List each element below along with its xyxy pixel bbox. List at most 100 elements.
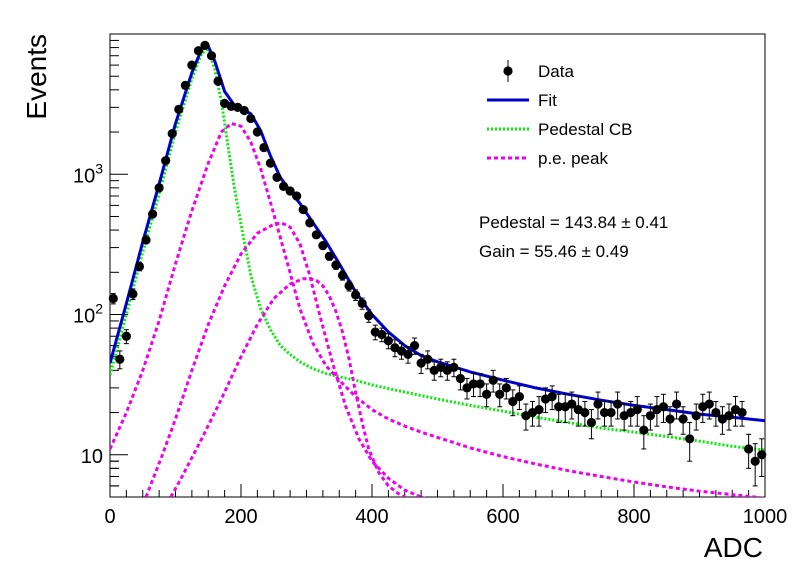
- data-point: [691, 411, 701, 421]
- legend-label: Fit: [538, 91, 557, 110]
- data-point: [744, 444, 754, 454]
- legend-label: p.e. peak: [538, 149, 608, 168]
- data-point: [449, 362, 459, 372]
- data-point: [508, 396, 518, 407]
- data-point: [606, 407, 616, 418]
- data-point: [613, 399, 623, 409]
- data-point: [246, 113, 256, 124]
- legend-label: Data: [538, 62, 574, 81]
- data-point: [318, 241, 328, 251]
- x-tick-label: 400: [355, 506, 388, 528]
- data-point: [298, 204, 308, 215]
- data-point: [468, 379, 479, 389]
- series-p-e-peak-curve: [110, 121, 765, 497]
- data-point: [121, 331, 131, 341]
- data-point: [200, 40, 210, 50]
- data-point: [567, 399, 577, 409]
- data-point: [324, 251, 335, 261]
- data-point: [658, 402, 669, 412]
- data-point: [265, 158, 276, 168]
- data-point: [311, 230, 321, 240]
- data-point: [278, 181, 289, 191]
- data-point: [403, 349, 413, 359]
- data-point: [206, 51, 217, 61]
- data-point: [455, 373, 466, 384]
- series-pedestal-cb-curve: [110, 45, 765, 452]
- data-point: [154, 183, 164, 193]
- data-point: [377, 329, 387, 340]
- data-point: [737, 407, 747, 418]
- data-point: [213, 76, 223, 86]
- data-point: [514, 391, 524, 402]
- data-point: [711, 407, 721, 418]
- data-point: [115, 354, 125, 364]
- data-point: [187, 60, 197, 70]
- data-point: [174, 104, 184, 115]
- annotations: Pedestal = 143.84 ± 0.41 Gain = 55.46 ± 0…: [479, 213, 668, 261]
- data-point: [252, 127, 262, 137]
- data-point: [671, 399, 682, 409]
- data-point: [645, 411, 655, 421]
- data-point: [580, 407, 590, 418]
- data-point: [134, 261, 145, 272]
- data-point: [108, 293, 118, 304]
- y-tick-label: 10: [81, 446, 103, 468]
- data-point: [501, 383, 511, 393]
- x-tick-label: 0: [104, 506, 115, 528]
- data-point: [147, 209, 158, 219]
- data-point: [750, 456, 760, 466]
- data-point: [593, 399, 603, 409]
- data-point: [586, 417, 597, 428]
- data-point: [305, 218, 315, 228]
- data-point: [141, 235, 151, 245]
- data-point: [665, 414, 675, 424]
- data-point: [383, 336, 393, 346]
- legend: Data Fit Pedestal CB p.e. peak: [487, 60, 633, 168]
- data-point: [180, 80, 190, 91]
- data-point: [128, 289, 138, 299]
- data-point: [534, 404, 544, 415]
- data-point: [337, 270, 348, 281]
- x-tick-label: 200: [224, 506, 257, 528]
- data-point: [357, 298, 367, 309]
- series-p-e-peak-curve: [169, 277, 406, 497]
- data-point: [554, 402, 564, 412]
- data-point: [704, 399, 714, 409]
- data-point: [161, 156, 171, 166]
- data-point: [488, 375, 498, 385]
- data-point: [482, 389, 492, 399]
- data-point: [285, 186, 295, 196]
- data-point: [495, 389, 505, 399]
- data-point: [409, 341, 420, 351]
- x-axis-title: ADC: [704, 532, 763, 563]
- data-point: [599, 407, 610, 418]
- data-point: [272, 172, 282, 182]
- data-point: [757, 450, 767, 460]
- data-point: [685, 434, 695, 444]
- data-point: [193, 46, 204, 56]
- data-point: [259, 142, 269, 153]
- data-point: [292, 191, 302, 201]
- y-axis-title: Events: [21, 34, 52, 120]
- legend-marker-data: [503, 66, 513, 76]
- data-point: [678, 414, 688, 424]
- data-point: [331, 260, 341, 270]
- x-tick-label: 600: [486, 506, 519, 528]
- data-point: [547, 391, 557, 402]
- fit-result-annotation: Gain = 55.46 ± 0.49: [479, 242, 629, 261]
- data-point: [344, 281, 354, 291]
- data-point: [475, 379, 485, 389]
- x-tick-label: 800: [617, 506, 650, 528]
- series: [108, 40, 767, 497]
- data-point: [632, 404, 642, 415]
- legend-label: Pedestal CB: [538, 120, 633, 139]
- data-point: [423, 354, 433, 364]
- x-tick-label: 1000: [743, 506, 788, 528]
- data-point: [364, 311, 374, 321]
- fit-result-annotation: Pedestal = 143.84 ± 0.41: [479, 213, 668, 232]
- data-point: [724, 411, 734, 421]
- data-point: [351, 290, 361, 300]
